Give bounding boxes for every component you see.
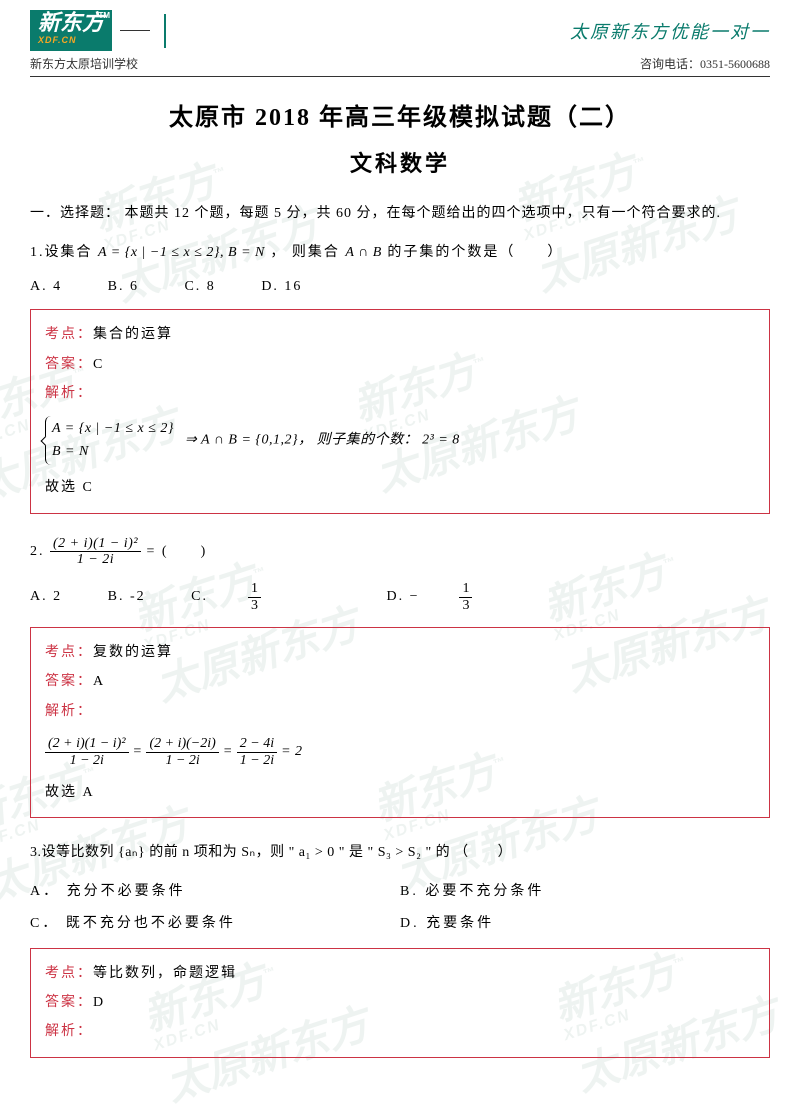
q3-opt-a: A． 充分不必要条件: [30, 880, 400, 900]
q1-opt-d: D. 16: [261, 279, 302, 295]
q1-topic-label: 考点：: [45, 327, 93, 342]
q3-answer-label: 答案：: [45, 995, 93, 1010]
tm-mark: TM: [98, 12, 110, 20]
q2-options: A. 2 B. -2 C. 13 D. −13: [30, 581, 770, 613]
q2-opt-c: C. 13: [191, 581, 341, 613]
school-name: 新东方太原培训学校: [30, 55, 138, 72]
logo-text: 新东方: [38, 10, 104, 35]
q3-opt-d: D. 充要条件: [400, 912, 770, 932]
q1-answer-box: 考点：集合的运算 答案：C 解析： A = {x | −1 ≤ x ≤ 2} B…: [30, 309, 770, 513]
q2-working: (2 + i)(1 − i)²1 − 2i = (2 + i)(−2i)1 − …: [45, 736, 755, 768]
question-2: 2. (2 + i)(1 − i)² 1 − 2i = ( ): [30, 536, 770, 568]
logo-vline: [164, 14, 166, 48]
q2-answer-label: 答案：: [45, 674, 93, 689]
q1-options: A. 4 B. 6 C. 8 D. 16: [30, 279, 770, 295]
q1-brace: A = {x | −1 ≤ x ≤ 2} B = N: [45, 416, 174, 465]
q2-frac: (2 + i)(1 − i)² 1 − 2i: [50, 536, 141, 568]
q1-working: A = {x | −1 ≤ x ≤ 2} B = N ⇒ A ∩ B = {0,…: [45, 416, 755, 465]
brand-right: 太原新东方优能一对一: [570, 18, 770, 44]
q1-answer-label: 答案：: [45, 357, 93, 372]
q1-opt-a: A. 4: [30, 279, 62, 295]
q2-analysis-label: 解析：: [45, 704, 93, 719]
q2-answer-box: 考点：复数的运算 答案：A 解析： (2 + i)(1 − i)²1 − 2i …: [30, 627, 770, 818]
logo-dash: [120, 30, 150, 31]
question-3: 3.设等比数列 {aₙ} 的前 n 项和为 Sₙ，则 " a₁ > 0 " 是 …: [30, 840, 770, 865]
q3-analysis-label: 解析：: [45, 1024, 93, 1039]
q1-opt-b: B. 6: [108, 279, 139, 295]
logo-subtext: XDF.CN: [38, 36, 104, 45]
logo-group: 新东方TM XDF.CN: [30, 10, 166, 51]
page-header: 新东方TM XDF.CN 太原新东方优能一对一: [30, 10, 770, 51]
page-title: 太原市 2018 年高三年级模拟试题（二）: [30, 97, 770, 132]
q2-opt-b: B. -2: [108, 589, 146, 605]
subheader: 新东方太原培训学校 咨询电话：0351-5600688: [30, 55, 770, 77]
brand-logo: 新东方TM XDF.CN: [30, 10, 112, 51]
q3-opt-b: B. 必要不充分条件: [400, 880, 770, 900]
phone: 咨询电话：0351-5600688: [640, 55, 770, 72]
section-instruction: 一．选择题： 本题共 12 个题，每题 5 分，共 60 分，在每个题给出的四个…: [30, 202, 770, 222]
q1-analysis-label: 解析：: [45, 386, 93, 401]
q3-topic-label: 考点：: [45, 966, 93, 981]
q1-conclusion: 故选 C: [45, 473, 755, 502]
q2-opt-d: D. −13: [386, 581, 552, 613]
page-subtitle: 文科数学: [30, 146, 770, 178]
q3-options: A． 充分不必要条件 B. 必要不充分条件 C． 既不充分也不必要条件 D. 充…: [30, 880, 770, 932]
q1-opt-c: C. 8: [184, 279, 215, 295]
question-1: 1.设集合 A = {x | −1 ≤ x ≤ 2}, B = N ， 则集合 …: [30, 240, 770, 265]
q2-topic-label: 考点：: [45, 645, 93, 660]
q3-opt-c: C． 既不充分也不必要条件: [30, 912, 400, 932]
q3-answer-box: 考点：等比数列，命题逻辑 答案：D 解析：: [30, 948, 770, 1058]
q2-opt-a: A. 2: [30, 589, 62, 605]
q2-conclusion: 故选 A: [45, 778, 755, 807]
